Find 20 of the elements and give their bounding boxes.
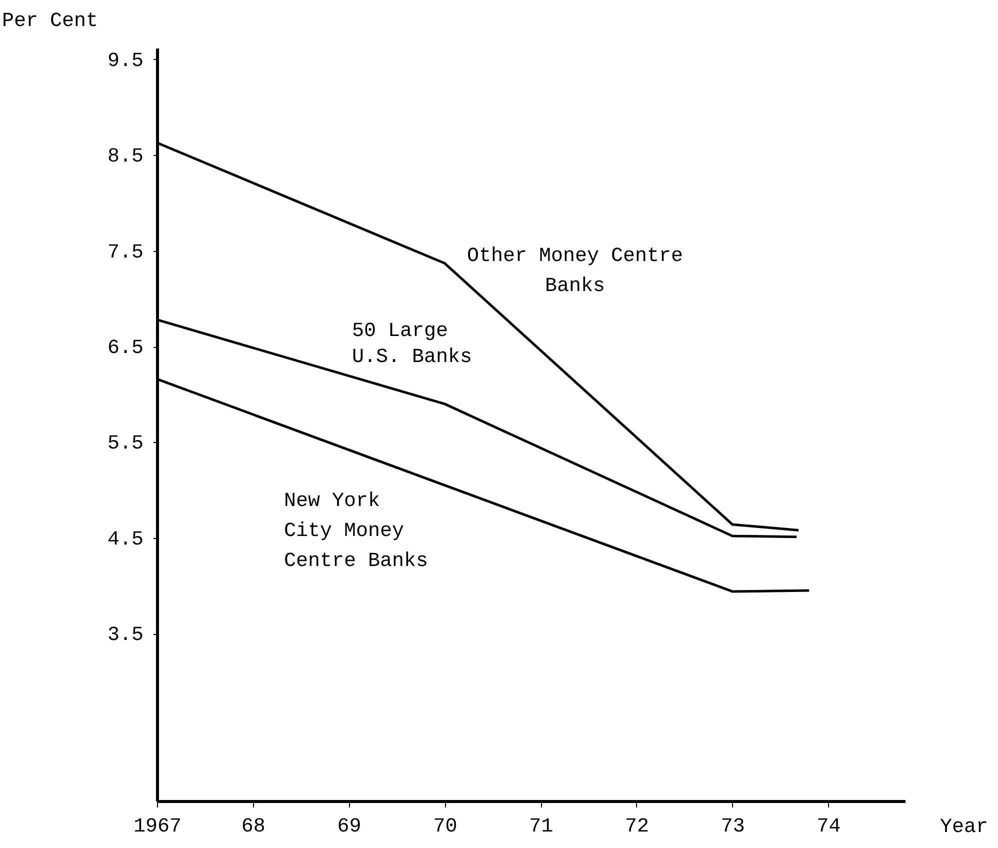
x-tick-label: 1967 bbox=[133, 816, 182, 838]
y-tick-label: 6.5 bbox=[107, 337, 144, 360]
x-tick-label: 74 bbox=[816, 816, 841, 838]
x-tick-label: 71 bbox=[529, 816, 554, 838]
x-tick-label: 68 bbox=[241, 816, 266, 838]
y-tick-label: 3.5 bbox=[107, 624, 144, 648]
x-tick-label: 72 bbox=[624, 816, 649, 838]
x-tick-label: 73 bbox=[720, 816, 745, 838]
y-tick-label: 5.5 bbox=[107, 432, 144, 456]
series-label: Other Money Centre Banks bbox=[466, 245, 684, 298]
y-tick-label: 9.5 bbox=[107, 50, 144, 73]
y-tick-label: 4.5 bbox=[107, 528, 144, 552]
y-tick-label: 8.5 bbox=[107, 146, 144, 169]
series-label: New York City Money Centre Banks bbox=[284, 490, 428, 573]
y-axis-title: Per Cent bbox=[2, 10, 98, 33]
y-tick-label: 7.5 bbox=[107, 241, 144, 264]
x-tick-label: 70 bbox=[433, 816, 458, 838]
series-label: 50 Large U.S. Banks bbox=[352, 320, 472, 369]
x-tick-label: 69 bbox=[337, 816, 362, 838]
x-axis-title: Year bbox=[940, 816, 988, 839]
